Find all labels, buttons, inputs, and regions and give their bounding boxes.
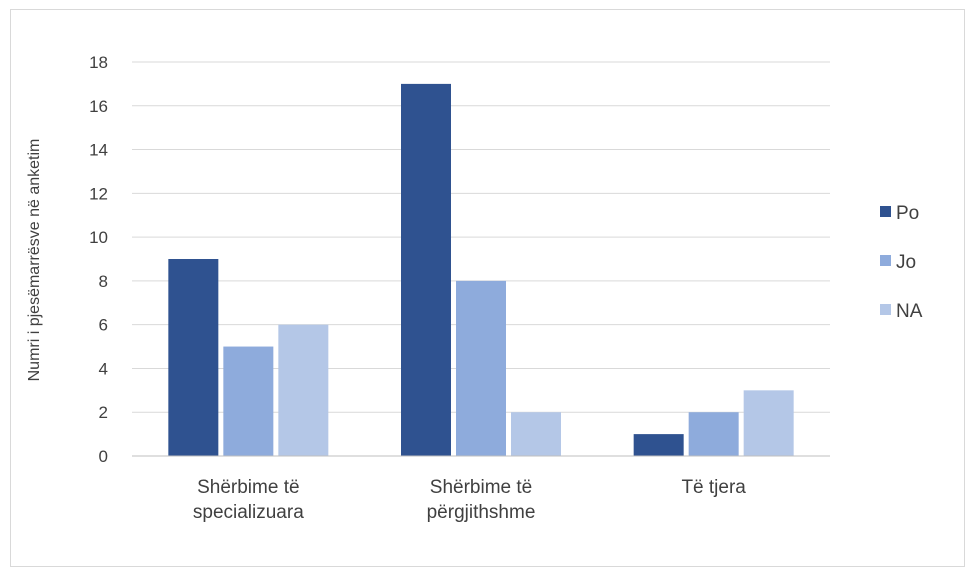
bar-na-2 bbox=[743, 390, 794, 456]
x-category-label: Shërbime të bbox=[197, 477, 299, 498]
y-tick-label: 2 bbox=[99, 403, 108, 422]
y-tick-label: 0 bbox=[99, 447, 108, 466]
bar-po-2 bbox=[633, 434, 684, 456]
x-category-label: Shërbime të bbox=[430, 477, 532, 498]
y-axis-ticks: 0 2 4 6 8 10 12 14 16 18 bbox=[89, 53, 108, 466]
y-tick-label: 8 bbox=[99, 272, 108, 291]
y-tick-label: 18 bbox=[89, 53, 108, 72]
legend: Po Jo NA bbox=[880, 203, 923, 322]
bar-po-1 bbox=[401, 83, 451, 456]
legend-swatch-po bbox=[880, 206, 891, 217]
bar-jo-2 bbox=[688, 412, 739, 456]
x-axis-categories: Shërbime të specializuara Shërbime të përgj… bbox=[193, 477, 746, 523]
bar-jo-0 bbox=[223, 346, 274, 456]
bars bbox=[168, 83, 794, 456]
y-tick-label: 12 bbox=[89, 184, 108, 203]
y-tick-label: 6 bbox=[99, 316, 108, 335]
legend-label-na: NA bbox=[896, 301, 923, 322]
y-tick-label: 16 bbox=[89, 97, 108, 116]
legend-swatch-na bbox=[880, 304, 891, 315]
x-category-label: përgjithshme bbox=[427, 502, 536, 523]
x-category-label: specializuara bbox=[193, 502, 304, 523]
x-category-label: Të tjera bbox=[681, 477, 746, 498]
bar-jo-1 bbox=[456, 280, 506, 456]
legend-swatch-jo bbox=[880, 255, 891, 266]
y-tick-label: 10 bbox=[89, 228, 108, 247]
y-tick-label: 14 bbox=[89, 141, 108, 160]
y-tick-label: 4 bbox=[99, 359, 108, 378]
legend-label-jo: Jo bbox=[896, 252, 916, 273]
bar-po-0 bbox=[168, 259, 219, 456]
bar-na-0 bbox=[278, 324, 329, 456]
y-axis-label: Numri i pjesëmarrësve në anketim bbox=[26, 139, 43, 382]
bar-na-1 bbox=[511, 412, 561, 456]
legend-label-po: Po bbox=[896, 203, 919, 224]
